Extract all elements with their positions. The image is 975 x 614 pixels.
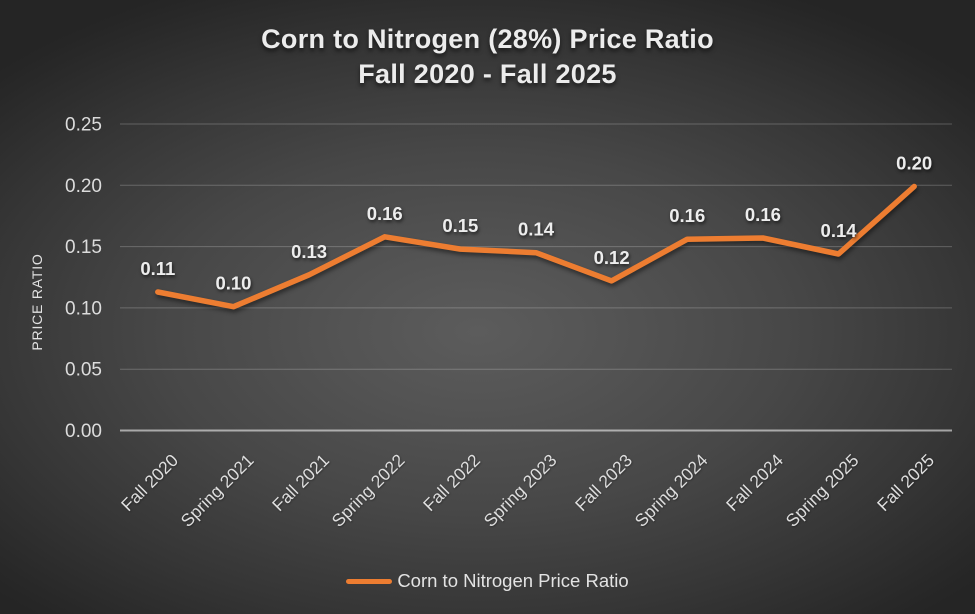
y-tick-label: 0.10 [65,298,102,319]
legend-label: Corn to Nitrogen Price Ratio [397,570,629,591]
data-label: 0.12 [594,247,630,268]
series-line [155,183,917,310]
data-label: 0.20 [896,153,932,174]
data-label: 0.16 [745,204,781,225]
data-label: 0.16 [669,205,705,226]
y-tick-label: 0.05 [65,360,102,381]
data-label: 0.16 [367,203,403,224]
data-label: 0.13 [291,241,327,262]
data-label: 0.11 [140,258,175,279]
y-tick-label: 0.25 [65,115,102,136]
data-label: 0.15 [442,215,478,236]
legend-line-swatch [346,578,393,584]
y-tick-label: 0.15 [65,237,102,258]
chart-title-line1: Corn to Nitrogen (28%) Price Ratio [261,24,714,54]
y-tick-label: 0.00 [65,421,102,442]
chart-title: Corn to Nitrogen (28%) Price Ratio Fall … [0,22,975,92]
legend: Corn to Nitrogen Price Ratio [0,570,975,592]
y-tick-label: 0.20 [65,176,102,197]
data-label: 0.10 [215,273,251,294]
data-label: 0.14 [821,220,858,241]
chart-title-line2: Fall 2020 - Fall 2025 [358,59,617,89]
data-label: 0.14 [518,219,555,240]
